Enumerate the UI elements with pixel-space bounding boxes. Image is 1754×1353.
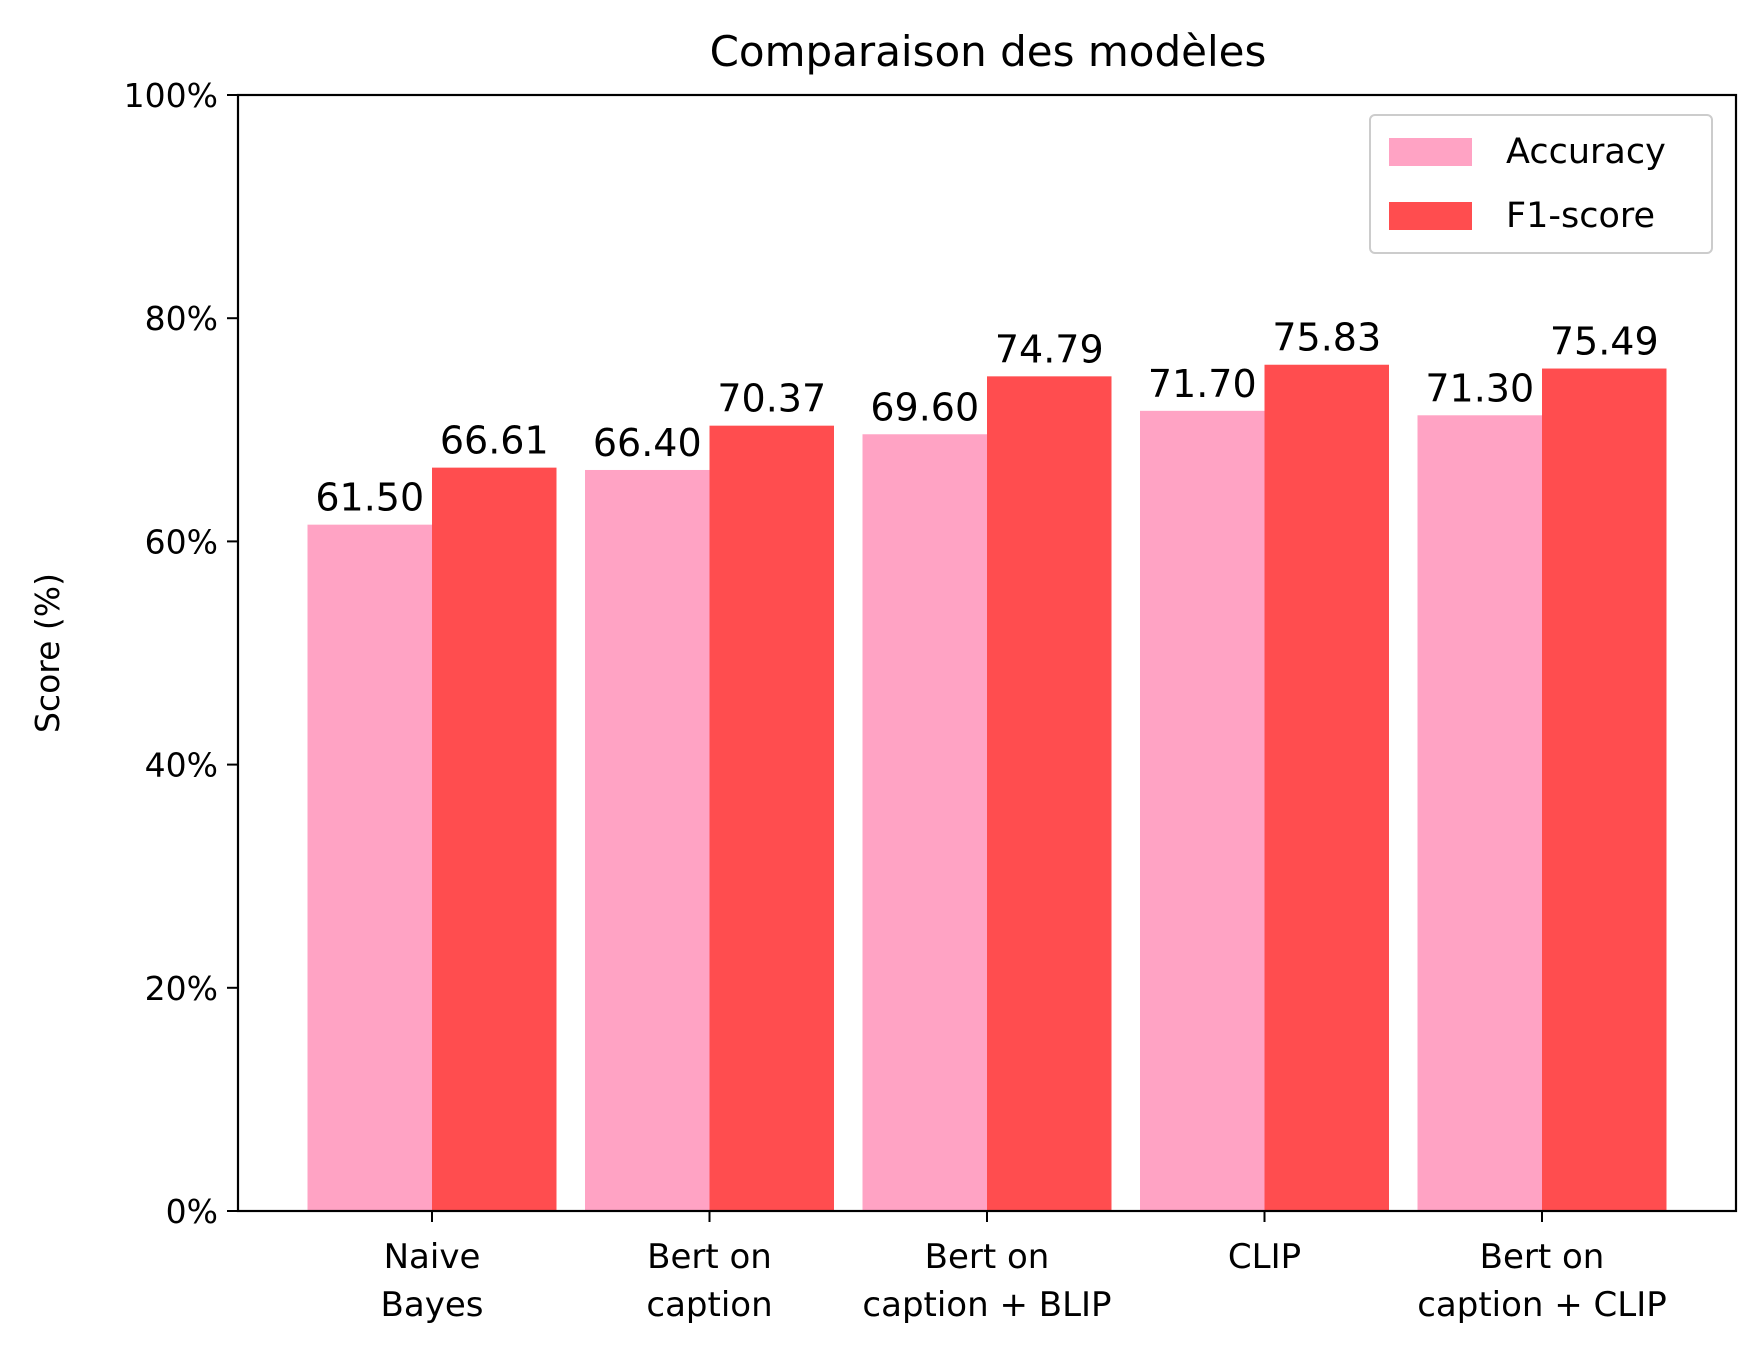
y-tick-label: 80%: [145, 299, 218, 338]
bar-accuracy: [1140, 410, 1265, 1211]
y-axis-label: Score (%): [28, 573, 67, 733]
y-axis: 0% 20% 40% 60% 80% 100%: [124, 76, 238, 1231]
bar-f1-score: [1542, 368, 1667, 1211]
data-label: 61.50: [315, 476, 424, 520]
bar-f1-score: [432, 467, 557, 1211]
bar-f1-score: [987, 376, 1112, 1211]
legend-swatch: [1389, 202, 1472, 230]
data-label: 70.37: [717, 377, 826, 421]
y-tick-label: 60%: [145, 522, 218, 561]
bar-accuracy: [1417, 415, 1542, 1211]
x-tick-label: Bert on caption + BLIP: [862, 1237, 1111, 1325]
y-tick-label: 100%: [124, 76, 218, 115]
data-label: 74.79: [995, 327, 1104, 371]
data-label: 66.61: [440, 419, 549, 463]
data-label: 71.70: [1148, 362, 1257, 406]
x-tick-label: Bert on caption: [646, 1237, 772, 1325]
y-tick-label: 0%: [166, 1192, 218, 1231]
bar-accuracy: [307, 524, 432, 1211]
bar-accuracy: [585, 469, 710, 1211]
x-tick-label: Bert on caption + CLIP: [1417, 1237, 1667, 1325]
x-tick-label: Naive Bayes: [381, 1237, 484, 1325]
bar-f1-score: [709, 425, 834, 1212]
data-label: 71.30: [1425, 366, 1534, 410]
legend-swatch: [1389, 138, 1472, 166]
data-label: 69.60: [870, 385, 979, 429]
data-label: 75.83: [1272, 316, 1381, 360]
legend-label: Accuracy: [1506, 132, 1666, 172]
chart-title: Comparaison des modèles: [710, 27, 1267, 76]
x-axis: Naive Bayes Bert on caption Bert on caption +…: [381, 1211, 1667, 1325]
legend-label: F1-score: [1506, 196, 1655, 236]
value-labels-layer: 61.50 66.61 66.40 70.37 69.60 74.79 71.70 75.83…: [315, 316, 1658, 520]
data-label: 75.49: [1550, 320, 1659, 364]
data-label: 66.40: [593, 421, 702, 465]
y-tick-label: 40%: [145, 746, 218, 785]
y-tick-label: 20%: [145, 969, 218, 1008]
bar-f1-score: [1264, 364, 1389, 1212]
legend: Accuracy F1-score: [1369, 114, 1713, 254]
plot-frame: [236, 93, 1738, 1213]
bar-accuracy: [862, 434, 987, 1211]
bars-layer: [307, 364, 1667, 1212]
x-tick-label: CLIP: [1228, 1237, 1301, 1277]
